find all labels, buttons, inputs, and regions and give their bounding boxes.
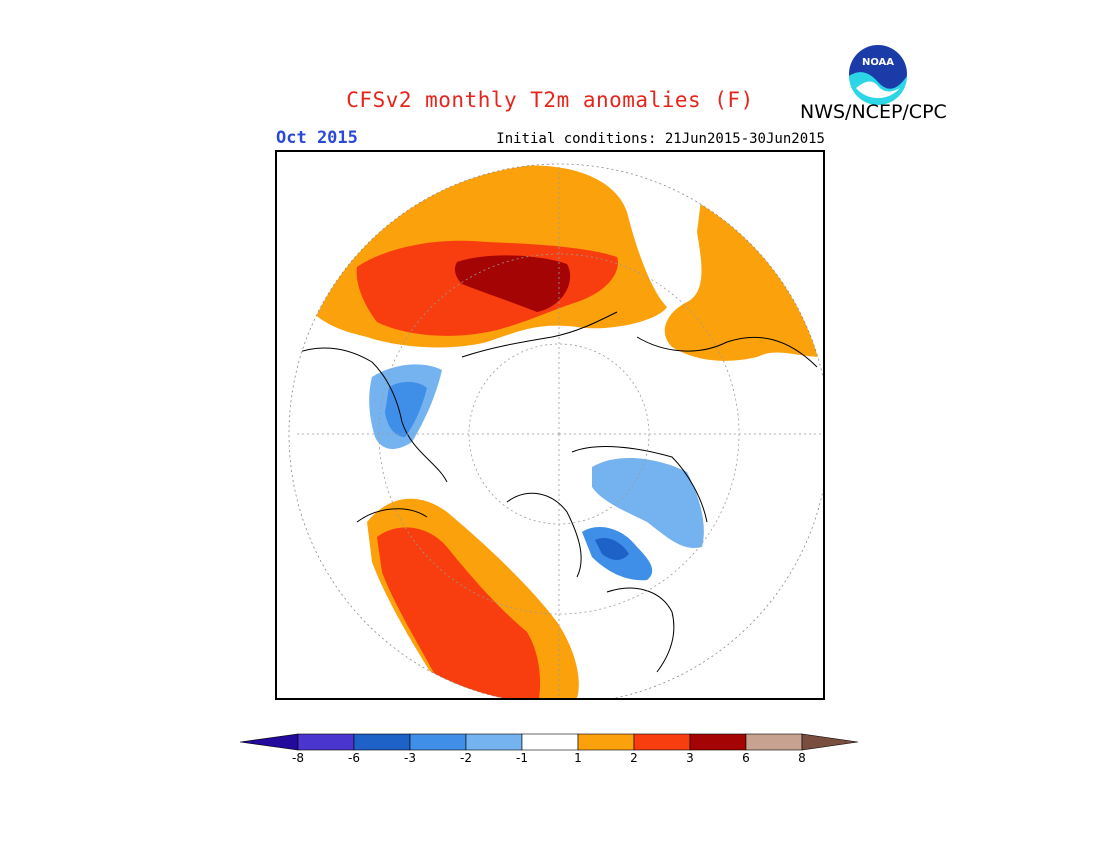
valid-month-label: Oct 2015 — [276, 128, 358, 148]
coastlines — [289, 311, 818, 673]
initial-conditions-label: Initial conditions: 21Jun2015-30Jun2015 — [496, 131, 825, 147]
colorbar-tick-label: 1 — [574, 751, 582, 765]
anomaly-region-greenland-blue — [592, 457, 704, 548]
anomaly-region-centralasia-blue-core — [385, 381, 427, 437]
colorbar-segment — [745, 733, 803, 751]
colorbar-segment — [633, 733, 691, 751]
logo-text: NOAA — [862, 57, 894, 68]
colorbar-segment — [521, 733, 579, 751]
anomaly-region-northamerica-red — [377, 527, 541, 698]
colorbar-segment — [689, 733, 747, 751]
colorbar-tick-label: -3 — [404, 751, 416, 765]
noaa-logo-icon: NOAA — [846, 42, 910, 106]
organization-label: NWS/NCEP/CPC — [800, 101, 947, 123]
colorbar-tick-label: 8 — [798, 751, 806, 765]
colorbar-tick-label: -1 — [516, 751, 528, 765]
colorbar-segment — [297, 733, 355, 751]
anomaly-region-arcticcanada-blue-core — [595, 537, 629, 560]
polar-map — [275, 150, 825, 700]
colorbar-tick-label: 6 — [742, 751, 750, 765]
colorbar-tick-label: -8 — [292, 751, 304, 765]
colorbar — [240, 733, 859, 751]
colorbar-segment — [577, 733, 635, 751]
colorbar-tick-label: -6 — [348, 751, 360, 765]
colorbar-arrow-high — [801, 733, 859, 751]
map-boundary — [288, 163, 823, 698]
map-canvas — [288, 163, 823, 698]
colorbar-segment — [353, 733, 411, 751]
colorbar-tick-label: 2 — [630, 751, 638, 765]
colorbar-segment — [409, 733, 467, 751]
page-title: CFSv2 monthly T2m anomalies (F) — [346, 88, 754, 112]
graticule — [297, 164, 822, 697]
colorbar-arrow-low — [240, 733, 299, 751]
anomaly-region-europe-orange — [664, 192, 822, 361]
anomaly-region-siberia-darkred — [454, 255, 571, 312]
colorbar-tick-label: 3 — [686, 751, 694, 765]
colorbar-segment — [465, 733, 523, 751]
colorbar-tick-label: -2 — [460, 751, 472, 765]
